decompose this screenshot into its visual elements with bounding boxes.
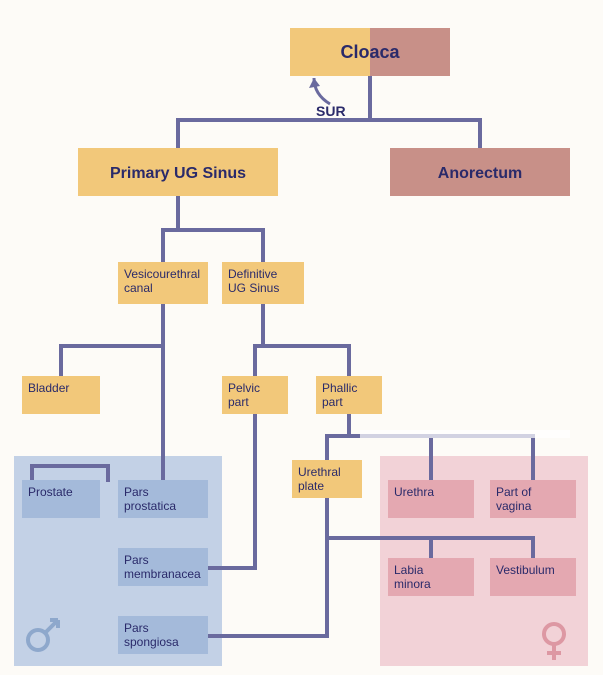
label-urethra-1: Urethra — [394, 485, 434, 499]
node-bladder: Bladder — [22, 376, 100, 414]
node-phallic: Phallicpart — [316, 376, 382, 414]
node-urethralplate: Urethralplate — [292, 460, 362, 498]
node-spongiosa: Parsspongiosa — [118, 616, 208, 654]
label-vesico-1: Vesicourethral — [124, 267, 200, 281]
label-partvagina-2: vagina — [496, 499, 532, 513]
node-anorectum: Anorectum — [390, 148, 570, 196]
node-prostatica: Parsprostatica — [118, 480, 208, 518]
edge-9 — [327, 414, 349, 460]
label-labia-2: minora — [394, 577, 431, 591]
node-vestibulum: Vestibulum — [490, 558, 576, 596]
label-urethralplate-1: Urethral — [298, 465, 341, 479]
label-prostatica-2: prostatica — [124, 499, 176, 513]
node-partvagina: Part ofvagina — [490, 480, 576, 518]
node-cloaca: Cloaca — [290, 28, 450, 76]
node-labia: Labiaminora — [388, 558, 474, 596]
label-labia-1: Labia — [394, 563, 424, 577]
label-pelvic-2: part — [228, 395, 249, 409]
label-defsinus-2: UG Sinus — [228, 281, 279, 295]
edge-3 — [178, 196, 263, 262]
sur-label: SUR — [316, 103, 346, 119]
label-urethralplate-2: plate — [298, 479, 324, 493]
node-pelvic: Pelvicpart — [222, 376, 288, 414]
label-vesico-2: canal — [124, 281, 153, 295]
node-defsinus: DefinitiveUG Sinus — [222, 262, 304, 304]
label-spongiosa-1: Pars — [124, 621, 149, 635]
label-defsinus-1: Definitive — [228, 267, 278, 281]
label-bladder-1: Bladder — [28, 381, 69, 395]
label-anorectum: Anorectum — [438, 165, 522, 182]
label-pelvic-1: Pelvic — [228, 381, 260, 395]
edge-7 — [263, 304, 349, 376]
label-phallic-1: Phallic — [322, 381, 357, 395]
label-vestibulum-1: Vestibulum — [496, 563, 555, 577]
node-urethra: Urethra — [388, 480, 474, 518]
node-primary: Primary UG Sinus — [78, 148, 278, 196]
label-phallic-2: part — [322, 395, 343, 409]
node-prostate: Prostate — [22, 480, 100, 518]
label-primary: Primary UG Sinus — [110, 165, 246, 182]
label-cloaca: Cloaca — [340, 42, 400, 62]
edge-1 — [370, 76, 480, 148]
node-vesico: Vesicourethralcanal — [118, 262, 208, 304]
label-partvagina-1: Part of — [496, 485, 532, 499]
label-membranacea-1: Pars — [124, 553, 149, 567]
flowchart: Cloaca Primary UG Sinus Anorectum Vesicoure… — [0, 0, 603, 675]
label-prostatica-1: Pars — [124, 485, 149, 499]
label-spongiosa-2: spongiosa — [124, 635, 179, 649]
edge-2 — [163, 196, 178, 262]
label-prostate-1: Prostate — [28, 485, 73, 499]
edge-4 — [61, 304, 163, 376]
node-membranacea: Parsmembranacea — [118, 548, 208, 586]
label-membranacea-2: membranacea — [124, 567, 201, 581]
